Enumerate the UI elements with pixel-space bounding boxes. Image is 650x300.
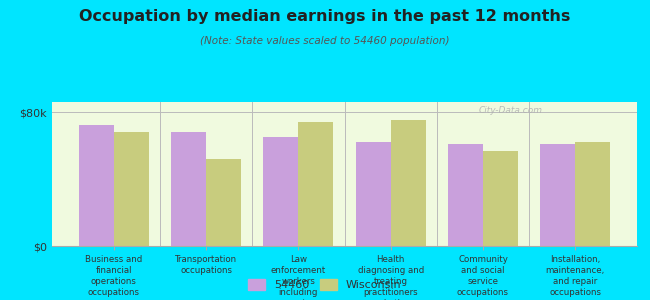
Bar xyxy=(79,125,114,246)
Bar xyxy=(298,122,333,246)
Bar xyxy=(356,142,391,246)
Bar xyxy=(206,159,241,246)
Bar xyxy=(575,142,610,246)
Bar xyxy=(114,132,149,246)
Bar xyxy=(391,120,426,246)
Bar xyxy=(448,144,483,246)
Bar xyxy=(263,137,298,246)
Bar xyxy=(171,132,206,246)
Bar xyxy=(540,144,575,246)
Text: Occupation by median earnings in the past 12 months: Occupation by median earnings in the pas… xyxy=(79,9,571,24)
Text: City-Data.com: City-Data.com xyxy=(479,106,543,115)
Bar xyxy=(483,151,518,246)
Legend: 54460, Wisconsin: 54460, Wisconsin xyxy=(244,274,406,294)
Text: (Note: State values scaled to 54460 population): (Note: State values scaled to 54460 popu… xyxy=(200,36,450,46)
